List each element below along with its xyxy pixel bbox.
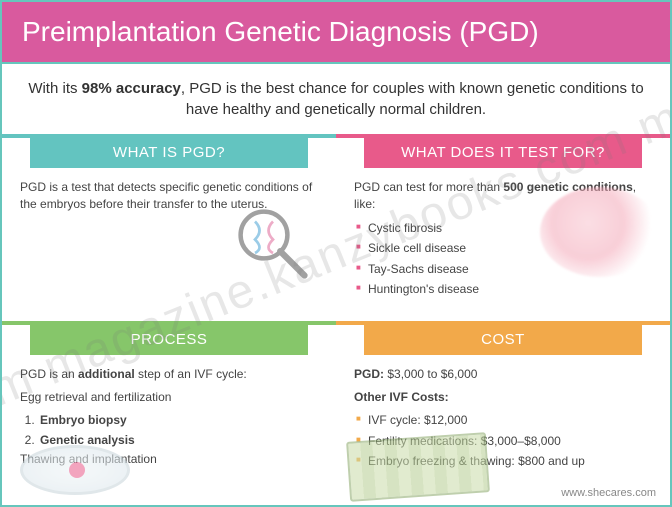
list-item: IVF cycle: $12,000 [356, 412, 652, 429]
cost-item-value: $800 and up [518, 454, 585, 468]
cost-item-label: Embryo freezing & thawing: [368, 454, 515, 468]
list-item: Embryo biopsy [38, 412, 318, 429]
cost-item-value: $12,000 [424, 413, 467, 427]
test-lead-bold: 500 genetic conditions [503, 180, 632, 194]
panel-cost-body: PGD: $3,000 to $6,000 Other IVF Costs: I… [336, 356, 670, 506]
panel-what-body: PGD is a test that detects specific gene… [2, 169, 336, 319]
process-line1: PGD is an additional step of an IVF cycl… [20, 366, 318, 383]
test-lead: PGD can test for more than 500 genetic c… [354, 179, 652, 214]
cost-item-label: IVF cycle: [368, 413, 421, 427]
list-item: Genetic analysis [38, 432, 318, 449]
list-item: Sickle cell disease [356, 240, 652, 257]
panel-cost-title: COST [364, 324, 642, 355]
process-steps: Embryo biopsy Genetic analysis [20, 412, 318, 449]
intro-prefix: With its [28, 80, 81, 97]
cost-pgd-value: $3,000 to $6,000 [387, 367, 477, 381]
header-title: Preimplantation Genetic Diagnosis (PGD) [2, 2, 670, 64]
intro-text: With its 98% accuracy, PGD is the best c… [2, 64, 670, 132]
footer-url: www.shecares.com [561, 487, 656, 499]
intro-accuracy: 98% accuracy [82, 80, 181, 97]
panel-process: PROCESS PGD is an additional step of an … [2, 319, 336, 506]
process-line2: Egg retrieval and fertilization [20, 389, 318, 406]
cost-pgd-line: PGD: $3,000 to $6,000 [354, 366, 652, 383]
panel-what: WHAT IS PGD? PGD is a test that detects … [2, 132, 336, 319]
list-item: Cystic fibrosis [356, 220, 652, 237]
cost-other-list: IVF cycle: $12,000 Fertility medications… [354, 412, 652, 470]
process-line3: Thawing and implantation [20, 451, 318, 468]
panel-process-body: PGD is an additional step of an IVF cycl… [2, 356, 336, 506]
test-lead-prefix: PGD can test for more than [354, 180, 503, 194]
intro-rest: , PGD is the best chance for couples wit… [181, 80, 644, 118]
list-item: Fertility medications: $3,000–$8,000 [356, 433, 652, 450]
process-line1-prefix: PGD is an [20, 367, 78, 381]
pgd-infographic: Preimplantation Genetic Diagnosis (PGD) … [0, 0, 672, 507]
process-line1-bold: additional [78, 367, 135, 381]
panel-test-title: WHAT DOES IT TEST FOR? [364, 137, 642, 168]
panel-cost: COST PGD: $3,000 to $6,000 Other IVF Cos… [336, 319, 670, 506]
cost-item-value: $3,000–$8,000 [481, 434, 561, 448]
cost-other-heading: Other IVF Costs: [354, 389, 652, 406]
process-line1-suffix: step of an IVF cycle: [135, 367, 247, 381]
panel-process-title: PROCESS [30, 324, 308, 355]
cost-other-heading-text: Other IVF Costs: [354, 390, 449, 404]
list-item: Huntington's disease [356, 281, 652, 298]
step-2: Genetic analysis [40, 433, 135, 447]
step-1: Embryo biopsy [40, 413, 127, 427]
panel-what-title: WHAT IS PGD? [30, 137, 308, 168]
cost-pgd-label: PGD: [354, 367, 384, 381]
panel-grid: WHAT IS PGD? PGD is a test that detects … [2, 132, 670, 505]
panel-test-body: PGD can test for more than 500 genetic c… [336, 169, 670, 319]
list-item: Embryo freezing & thawing: $800 and up [356, 453, 652, 470]
list-item: Tay-Sachs disease [356, 261, 652, 278]
test-condition-list: Cystic fibrosis Sickle cell disease Tay-… [354, 220, 652, 299]
what-text: PGD is a test that detects specific gene… [20, 179, 318, 214]
panel-test: WHAT DOES IT TEST FOR? PGD can test for … [336, 132, 670, 319]
cost-item-label: Fertility medications: [368, 434, 477, 448]
